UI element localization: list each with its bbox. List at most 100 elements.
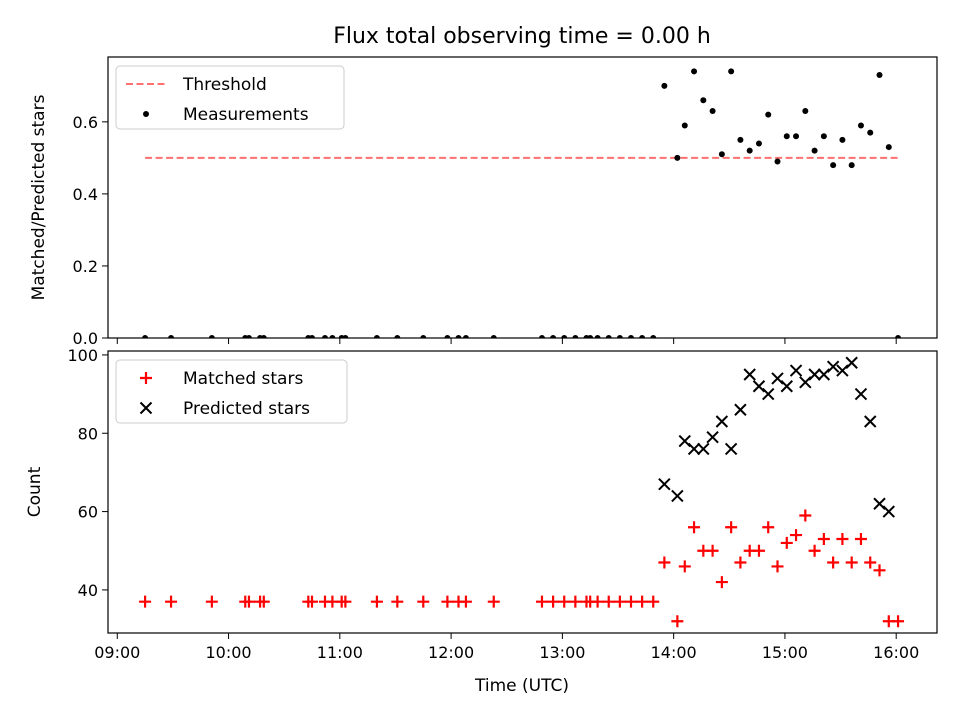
predicted-star-point — [854, 387, 868, 401]
measurement-point — [208, 335, 215, 338]
y-tick-label: 0.0 — [73, 329, 98, 348]
matched-star-point — [678, 560, 691, 573]
measurement-point — [627, 335, 634, 338]
measurement-point — [373, 335, 380, 338]
matched-star-point — [569, 595, 582, 608]
measurement-point — [709, 108, 716, 115]
measurement-point — [885, 144, 892, 151]
measurement-point — [616, 335, 623, 338]
measurement-point — [674, 154, 681, 161]
predicted-star-point — [845, 356, 858, 369]
predicted-star-point — [687, 442, 701, 456]
matched-star-point — [591, 595, 604, 608]
y-axis-label: Count — [25, 466, 45, 517]
matched-star-point — [441, 595, 454, 608]
measurement-point — [718, 151, 725, 158]
measurement-point — [895, 335, 902, 338]
matched-star-point — [459, 595, 472, 608]
legend: Matched stars Predicted stars — [115, 359, 348, 424]
axes-frame — [107, 350, 938, 634]
plot-area — [142, 68, 902, 338]
matched-star-point — [762, 521, 775, 534]
measurement-point — [321, 335, 328, 338]
predicted-star-point — [789, 364, 803, 377]
matched-star-point — [602, 595, 615, 608]
measurement-point — [572, 335, 579, 338]
measurement-point — [342, 335, 349, 338]
predicted-star-point — [826, 360, 840, 373]
x-tick-label: 15:00 — [762, 643, 808, 662]
x-tick-label: 09:00 — [94, 643, 140, 662]
predicted-star-point — [706, 430, 719, 444]
predicted-star-point — [817, 368, 831, 381]
measurement-point — [867, 129, 874, 136]
legend-label: Threshold — [182, 75, 267, 95]
measurement-point — [168, 335, 175, 338]
predicted-star-point — [836, 364, 849, 377]
y-tick-label: 0.6 — [73, 113, 98, 132]
legend-box — [115, 65, 345, 130]
y-tick-label: 0.2 — [73, 257, 98, 276]
matched-star-point — [864, 556, 877, 569]
y-tick-label: 40 — [78, 581, 98, 600]
measurement-point — [561, 335, 568, 338]
matched-star-point — [636, 595, 649, 608]
matched-star-point — [892, 615, 905, 628]
matched-star-point — [706, 544, 719, 557]
measurement-point — [394, 335, 401, 338]
predicted-star-point — [762, 387, 775, 401]
measurement-point — [661, 82, 668, 89]
predicted-star-point — [678, 434, 691, 448]
matched-star-point — [725, 521, 738, 534]
matched-star-point — [487, 595, 500, 608]
measurement-point — [830, 162, 837, 169]
measurement-point — [765, 111, 772, 118]
chart-title: Flux total observing time = 0.00 h — [333, 24, 711, 49]
x-tick-label: 14:00 — [651, 643, 697, 662]
matched-star-point — [547, 595, 560, 608]
measurement-point — [755, 140, 762, 147]
matched-star-point — [771, 560, 784, 573]
x-axis-label: Time (UTC) — [474, 676, 569, 696]
predicted-star-point — [658, 477, 671, 491]
predicted-star-point — [882, 505, 895, 518]
measurement-point — [605, 335, 612, 338]
matched-star-point — [370, 595, 383, 608]
y-tick-label: 80 — [78, 424, 98, 443]
matched-star-point — [752, 544, 765, 557]
measurement-point — [587, 335, 594, 338]
measurement-point — [793, 133, 800, 140]
measurement-point — [802, 108, 809, 115]
measurement-point — [444, 335, 451, 338]
matched-star-point — [242, 595, 255, 608]
predicted-star-point — [724, 442, 738, 456]
measurement-point — [691, 68, 698, 75]
measurement-point — [839, 136, 846, 143]
predicted-star-point — [771, 372, 784, 385]
measurement-point — [811, 147, 818, 154]
measurement-point — [737, 136, 744, 143]
measurement-point — [550, 335, 557, 338]
matched-star-point — [624, 595, 637, 608]
measurement-point — [594, 335, 601, 338]
legend: Threshold Measurements — [115, 65, 345, 130]
legend-box — [115, 359, 348, 424]
matched-star-point — [827, 556, 840, 569]
matched-star-point — [535, 595, 548, 608]
counts-panel: 40 60 80 100 09:00 10:00 11:00 12:00 13:00 14:00 1… — [25, 346, 938, 662]
matched-star-point — [808, 544, 821, 557]
measurement-point — [728, 68, 735, 75]
matched-star-point — [836, 533, 849, 545]
predicted-star-point — [873, 497, 886, 510]
y-tick-label: 60 — [78, 503, 98, 522]
measurement-point — [700, 97, 707, 104]
x-tick-label: 12:00 — [428, 643, 474, 662]
measurement-point — [681, 122, 688, 129]
measurement-point — [260, 335, 267, 338]
matched-star-point — [688, 521, 701, 534]
measurement-point — [329, 335, 336, 338]
y-tick-label: 0.4 — [73, 185, 98, 204]
measurement-point — [848, 162, 855, 169]
y-axis-label: Matched/Predicted stars — [29, 94, 49, 300]
